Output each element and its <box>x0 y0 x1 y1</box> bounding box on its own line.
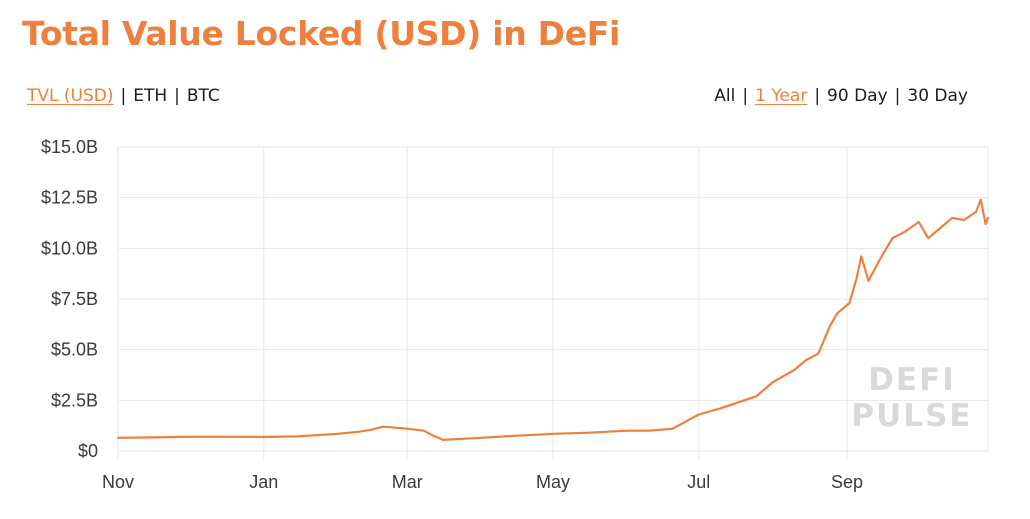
tvl-data-point <box>848 302 851 304</box>
tvl-data-point <box>647 429 650 432</box>
tvl-data-point <box>817 352 820 355</box>
tvl-data-point <box>891 237 894 240</box>
tvl-data-point <box>432 434 435 437</box>
tvl-data-point <box>697 413 700 416</box>
tvl-data-point <box>771 381 774 383</box>
x-tick-label: Jan <box>249 472 278 492</box>
watermark: DEFI PULSE <box>851 362 972 434</box>
tvl-data-point <box>927 237 930 240</box>
tvl-data-point <box>879 257 882 260</box>
y-tick-label: $12.5B <box>41 188 98 208</box>
tvl-data-point <box>336 432 339 435</box>
tab-range-90-day[interactable]: 90 Day <box>827 86 888 106</box>
tvl-data-point <box>979 198 982 201</box>
tab-separator: | <box>174 86 180 106</box>
tvl-data-point <box>719 407 722 410</box>
tvl-data-point <box>370 428 373 431</box>
y-tick-label: $2.5B <box>51 390 98 410</box>
x-tick-label: May <box>536 472 570 492</box>
tvl-data-point <box>671 427 674 430</box>
x-axis: Nov Jan Mar May Jul Sep <box>102 451 863 492</box>
tvl-data-point <box>442 438 444 441</box>
tvl-data-point <box>987 217 989 219</box>
tvl-data-point <box>382 425 385 428</box>
tvl-data-point <box>903 231 906 234</box>
tab-eth[interactable]: ETH <box>133 86 168 106</box>
tab-separator: | <box>120 86 127 106</box>
tvl-data-point <box>296 435 299 438</box>
y-tick-label: $15.0B <box>41 137 98 157</box>
tvl-series-line <box>116 198 990 441</box>
tab-separator: | <box>742 86 749 106</box>
tab-tvl-usd[interactable]: TVL (USD) <box>27 86 114 106</box>
metric-tabs: TVL (USD) | ETH | BTC <box>27 86 220 106</box>
tab-separator: | <box>894 86 901 106</box>
tvl-data-point <box>939 227 942 229</box>
tvl-data-point <box>867 279 870 282</box>
tab-separator: | <box>814 86 821 106</box>
tvl-data-point <box>150 436 153 439</box>
y-tick-label: $7.5B <box>51 289 98 309</box>
tvl-data-point <box>793 369 796 371</box>
tvl-data-point <box>117 436 119 439</box>
range-tabs: All | 1 Year | 90 Day | 30 Day <box>714 86 968 106</box>
tvl-data-point <box>480 436 483 439</box>
tvl-data-point <box>552 432 554 435</box>
tvl-data-point <box>829 324 832 327</box>
tvl-data-point <box>743 399 746 402</box>
watermark-line-2: PULSE <box>851 398 972 434</box>
tvl-data-point <box>917 221 920 223</box>
tab-range-1-year[interactable]: 1 Year <box>755 86 808 106</box>
tvl-data-point <box>659 428 662 431</box>
page-title: Total Value Locked (USD) in DeFi <box>22 14 621 53</box>
tvl-data-point <box>984 223 987 225</box>
tvl-data-point <box>513 434 516 437</box>
x-tick-label: Mar <box>392 472 423 492</box>
tab-btc[interactable]: BTC <box>186 86 220 106</box>
tvl-data-point <box>585 431 588 434</box>
y-tick-label: $0 <box>78 441 98 461</box>
x-tick-label: Sep <box>831 472 863 492</box>
series-group <box>116 198 990 441</box>
tvl-data-point <box>423 429 425 432</box>
tvl-data-point <box>358 430 361 433</box>
x-tick-label: Nov <box>102 472 134 492</box>
watermark-line-1: DEFI <box>868 362 956 398</box>
x-tick-label: Jul <box>687 472 710 492</box>
tvl-data-point <box>222 435 225 438</box>
tvl-data-point <box>626 429 628 432</box>
tvl-data-point <box>975 210 977 213</box>
tab-range-all[interactable]: All <box>714 86 736 106</box>
tvl-data-point <box>951 217 954 219</box>
tvl-data-point <box>860 255 863 258</box>
tvl-data-point <box>805 358 808 361</box>
y-tick-label: $10.0B <box>41 238 98 258</box>
tab-range-30-day[interactable]: 30 Day <box>907 86 968 106</box>
tvl-data-point <box>836 312 839 315</box>
tvl-data-point <box>188 435 191 438</box>
tvl-data-point <box>406 427 409 430</box>
tvl-data-point <box>963 219 965 221</box>
y-axis: $0 $2.5B $5.0B $7.5B $10.0B $12.5B $15.0B <box>41 137 98 461</box>
grid-lines <box>117 146 989 452</box>
y-tick-label: $5.0B <box>51 340 98 360</box>
tvl-data-point <box>755 395 758 398</box>
tvl-data-point <box>262 436 265 438</box>
tvl-data-point <box>855 277 858 280</box>
